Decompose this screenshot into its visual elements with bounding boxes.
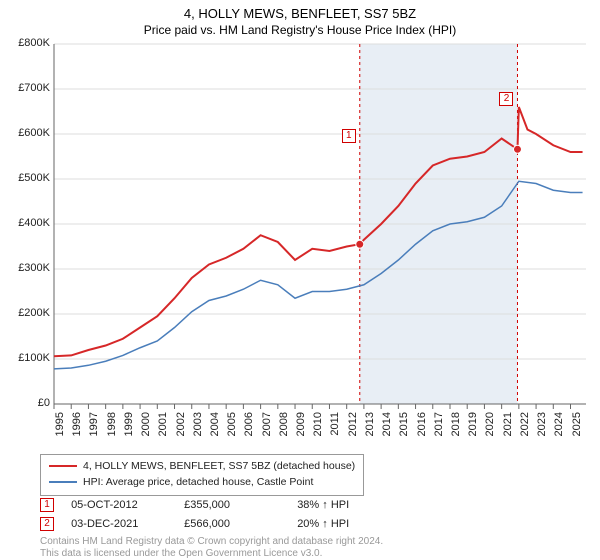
x-tick-label: 2015: [398, 412, 410, 442]
sale-point-marker: 1: [342, 129, 356, 143]
x-tick-label: 2009: [295, 412, 307, 442]
x-tick-label: 2006: [243, 412, 255, 442]
x-tick-label: 2007: [261, 412, 273, 442]
y-tick-label: £200K: [0, 307, 50, 319]
sale-price-2: £566,000: [184, 518, 294, 530]
legend-box: 4, HOLLY MEWS, BENFLEET, SS7 5BZ (detach…: [40, 454, 364, 496]
x-tick-label: 2021: [502, 412, 514, 442]
sale-marker-1: 1: [40, 498, 54, 512]
x-tick-label: 2001: [157, 412, 169, 442]
y-tick-label: £100K: [0, 352, 50, 364]
x-tick-label: 2010: [312, 412, 324, 442]
x-tick-label: 2011: [329, 412, 341, 442]
footer-line-2: This data is licensed under the Open Gov…: [40, 548, 322, 559]
x-tick-label: 2013: [364, 412, 376, 442]
sale-point-marker: 2: [499, 92, 513, 106]
y-tick-label: £800K: [0, 37, 50, 49]
sale-diff-2: 20% ↑ HPI: [297, 518, 349, 530]
x-tick-label: 1995: [54, 412, 66, 442]
x-tick-label: 2005: [226, 412, 238, 442]
sale-row-2: 2 03-DEC-2021 £566,000 20% ↑ HPI: [40, 517, 349, 531]
legend-label-1: 4, HOLLY MEWS, BENFLEET, SS7 5BZ (detach…: [83, 460, 355, 472]
x-tick-label: 2002: [175, 412, 187, 442]
x-tick-label: 2019: [467, 412, 479, 442]
footer-line-1: Contains HM Land Registry data © Crown c…: [40, 536, 383, 547]
x-tick-label: 2017: [433, 412, 445, 442]
sale-price-1: £355,000: [184, 499, 294, 511]
legend-item-2: HPI: Average price, detached house, Cast…: [49, 475, 355, 491]
legend-label-2: HPI: Average price, detached house, Cast…: [83, 476, 313, 488]
x-tick-label: 2012: [347, 412, 359, 442]
legend-swatch-1: [49, 465, 77, 467]
y-tick-label: £400K: [0, 217, 50, 229]
sale-date-1: 05-OCT-2012: [71, 499, 181, 511]
x-tick-label: 2018: [450, 412, 462, 442]
y-tick-label: £300K: [0, 262, 50, 274]
y-tick-label: £0: [0, 397, 50, 409]
x-tick-label: 2014: [381, 412, 393, 442]
x-tick-label: 2000: [140, 412, 152, 442]
chart-area: £0£100K£200K£300K£400K£500K£600K£700K£80…: [54, 44, 586, 404]
x-tick-label: 2025: [571, 412, 583, 442]
sale-diff-1: 38% ↑ HPI: [297, 499, 349, 511]
x-tick-label: 2022: [519, 412, 531, 442]
y-tick-label: £700K: [0, 82, 50, 94]
legend-swatch-2: [49, 481, 77, 483]
y-tick-label: £600K: [0, 127, 50, 139]
sale-row-1: 1 05-OCT-2012 £355,000 38% ↑ HPI: [40, 498, 349, 512]
x-tick-label: 2024: [553, 412, 565, 442]
sale-date-2: 03-DEC-2021: [71, 518, 181, 530]
x-tick-label: 2023: [536, 412, 548, 442]
x-tick-label: 1997: [88, 412, 100, 442]
x-tick-label: 2003: [192, 412, 204, 442]
x-tick-label: 2020: [484, 412, 496, 442]
x-tick-label: 2004: [209, 412, 221, 442]
x-tick-label: 1996: [71, 412, 83, 442]
x-tick-label: 2016: [416, 412, 428, 442]
chart-title: 4, HOLLY MEWS, BENFLEET, SS7 5BZ: [0, 0, 600, 21]
x-tick-label: 1998: [106, 412, 118, 442]
chart-subtitle: Price paid vs. HM Land Registry's House …: [0, 21, 600, 37]
x-tick-label: 2008: [278, 412, 290, 442]
sale-marker-2: 2: [40, 517, 54, 531]
chart-container: 4, HOLLY MEWS, BENFLEET, SS7 5BZ Price p…: [0, 0, 600, 560]
x-tick-label: 1999: [123, 412, 135, 442]
legend-item-1: 4, HOLLY MEWS, BENFLEET, SS7 5BZ (detach…: [49, 459, 355, 475]
y-tick-label: £500K: [0, 172, 50, 184]
